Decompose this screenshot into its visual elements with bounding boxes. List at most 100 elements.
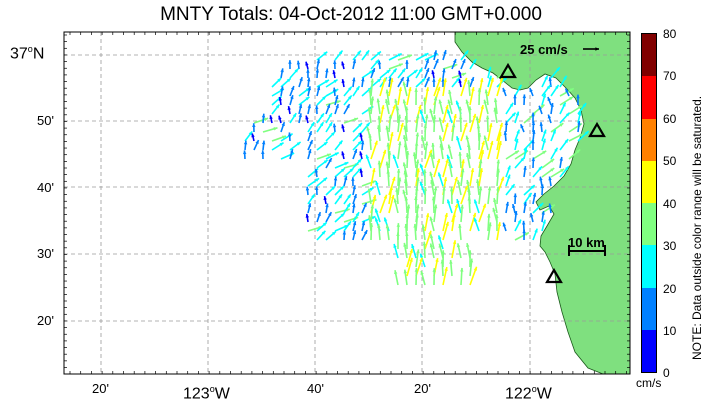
current-vector-head [584,131,589,135]
current-vector-head [360,140,365,145]
current-vector-head [331,131,335,136]
current-vector-head [343,176,348,181]
current-vector-head [559,123,564,127]
current-vector-head [531,121,536,126]
current-vector-head [344,162,349,166]
current-vector-head [306,77,311,82]
current-vector-head [392,68,397,73]
colorbar-segment [642,75,656,119]
current-vector-head [355,86,360,91]
current-vector-head [576,149,581,154]
current-vector-head [332,70,336,75]
current-vector-head [340,213,345,217]
current-vector-head [371,180,376,184]
current-vector-head [370,96,375,101]
current-vector-head [467,188,471,192]
current-vector-head [468,106,472,110]
current-vector-head [383,194,387,199]
current-vector-head [485,115,490,120]
current-vector-head [419,163,424,168]
current-vector-head [366,122,370,127]
current-vector-head [403,170,407,175]
lat-label-value: 37 [10,45,28,63]
current-vector-head [402,99,407,104]
current-vector-head [305,186,310,191]
current-vector-head [569,88,574,92]
current-vector-head [541,210,545,215]
current-vector-head [456,199,460,203]
current-vector-head [359,151,363,156]
current-vector-head [425,59,429,64]
colorbar-unit: cm/s [636,376,662,390]
current-vector-head [547,114,552,119]
current-vector-head [458,70,462,75]
colorbar-tick: 40 [663,197,677,211]
current-vector-head [424,141,429,146]
current-vector-head [493,98,498,103]
current-vector-head [498,141,502,145]
lon-label-123w: 123oW [183,384,230,403]
current-vector-head [353,194,357,199]
current-vector-head [323,159,328,164]
current-vector-head [429,234,434,239]
current-vector-head [429,243,434,248]
current-vector-head [514,150,519,155]
current-vector-head [443,78,447,83]
current-vector-head [403,125,407,130]
map-title: MNTY Totals: 04-Oct-2012 11:00 GMT+0.000 [160,4,542,25]
current-vector-head [524,232,529,236]
current-vector-head [507,174,511,179]
current-vector-head [355,212,360,217]
current-vector-head [528,192,532,197]
current-vector-head [352,230,357,235]
current-vector-head [400,77,404,82]
current-vector-head [352,185,356,190]
current-vector-head [438,117,443,122]
colorbar-tick: 30 [663,239,677,253]
current-vector-head [446,154,451,159]
current-vector-head [460,267,464,272]
current-vector-head [348,86,352,91]
current-vector-head [578,111,582,116]
current-vector-head [518,84,522,89]
current-vector-head [559,156,563,161]
current-vector-head [333,176,338,181]
current-vector-head [335,95,339,100]
current-vector-head [550,168,555,172]
current-vector-head [513,94,517,99]
current-vector-head [287,132,292,137]
current-vector-head [409,257,413,262]
current-vector-head [376,98,381,103]
current-vector-head [565,166,569,171]
current-vector-head [481,140,485,145]
current-vector-head [442,186,446,191]
current-vector-head [414,196,418,201]
current-vector-head [404,106,409,111]
current-vector-head [404,115,408,120]
current-vector-head [319,122,324,127]
lat-label-suffix: N [32,45,45,63]
current-vector-head [416,249,420,254]
current-vector-head [316,59,320,64]
current-vector-head [332,87,337,92]
current-vector-head [414,268,419,272]
current-vector-head [261,140,266,145]
current-vector-head [464,122,468,127]
current-vector-head [489,140,494,145]
current-vector-head [454,203,459,208]
current-vector-head [577,121,581,125]
current-vector-head [534,228,538,233]
current-vector-head [455,100,460,105]
current-vector-head [441,250,445,254]
current-vector-head [338,50,343,55]
current-vector-head [340,168,345,173]
current-vector-head [346,203,351,208]
current-vector-head [488,222,492,227]
current-vector-head [472,212,477,217]
current-vector-head [352,77,356,82]
current-vector-head [472,59,477,64]
current-vector-head [371,216,376,220]
current-vector-head [357,158,362,163]
current-vector-head [430,179,434,184]
current-vector-head [307,104,311,109]
